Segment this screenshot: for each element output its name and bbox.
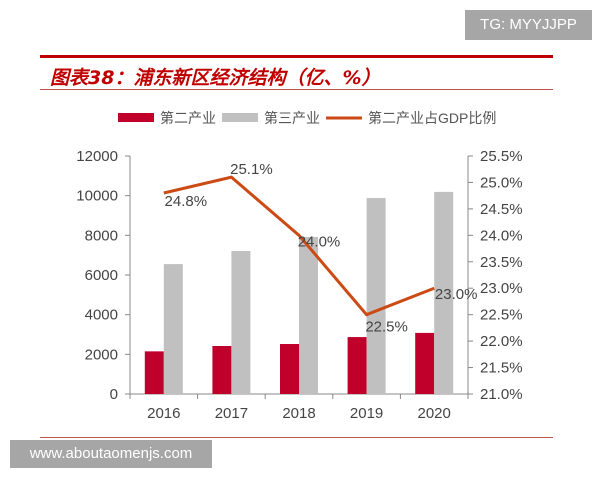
bar-2016-series1 (144, 351, 164, 394)
data-label: 24.8% (165, 193, 208, 210)
left-tick-label: 6000 (85, 267, 118, 284)
bar-2020-series1 (415, 332, 435, 394)
legend-label: 第三产业 (264, 110, 320, 126)
right-tick-label: 22.0% (480, 333, 523, 350)
data-label: 22.5% (365, 319, 408, 336)
title-top-rule (40, 55, 553, 58)
bar-2020-series2 (434, 191, 454, 394)
x-tick-label: 2017 (215, 405, 248, 422)
bar-2017-series1 (212, 346, 232, 394)
left-tick-label: 10000 (76, 188, 118, 205)
bar-2017-series2 (231, 251, 251, 394)
data-label: 25.1% (230, 161, 273, 178)
right-tick-label: 21.0% (480, 386, 523, 403)
right-tick-label: 23.0% (480, 280, 523, 297)
right-tick-label: 22.5% (480, 307, 523, 324)
bar-2018-series2 (299, 236, 318, 394)
left-tick-label: 4000 (85, 307, 118, 324)
watermark-url: www.aboutaomenjs.com (10, 440, 212, 468)
legend-label: 第二产业占GDP比例 (368, 110, 496, 126)
right-tick-label: 25.5% (480, 148, 523, 165)
title-bottom-rule (40, 89, 553, 90)
x-tick-label: 2018 (282, 405, 315, 422)
x-tick-label: 2020 (418, 405, 451, 422)
left-tick-label: 2000 (85, 346, 118, 363)
legend-swatch (222, 113, 258, 122)
bar-2019-series1 (347, 337, 367, 394)
left-tick-label: 0 (110, 386, 118, 403)
data-label: 24.0% (298, 233, 341, 250)
left-tick-label: 8000 (85, 227, 118, 244)
right-tick-label: 24.5% (480, 201, 523, 218)
x-tick-label: 2016 (147, 405, 180, 422)
bar-2018-series1 (280, 344, 299, 394)
left-tick-label: 12000 (76, 148, 118, 165)
x-tick-label: 2019 (350, 405, 383, 422)
watermark-tg: TG: MYYJJPP (465, 10, 592, 40)
right-tick-label: 25.0% (480, 174, 523, 191)
bar-2019-series2 (366, 198, 386, 394)
right-tick-label: 21.5% (480, 360, 523, 377)
gdp-share-line (163, 175, 435, 317)
right-tick-label: 24.0% (480, 227, 523, 244)
data-label: 23.0% (435, 286, 478, 303)
right-tick-label: 23.5% (480, 254, 523, 271)
bottom-rule (40, 437, 553, 438)
chart-title: 图表38：浦东新区经济结构（亿、%） (50, 67, 381, 89)
bar-2016-series2 (163, 264, 183, 394)
legend-swatch (118, 113, 154, 122)
legend-label: 第二产业 (160, 110, 216, 126)
